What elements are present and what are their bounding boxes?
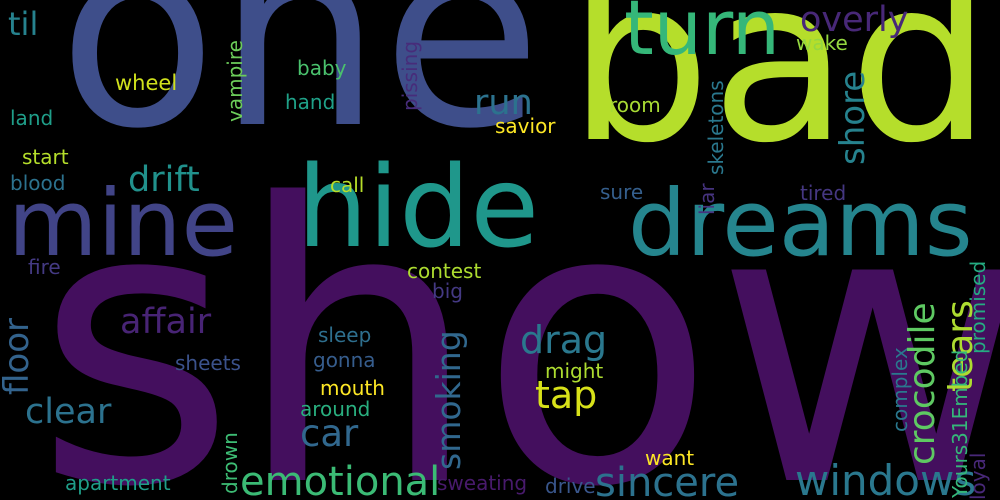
- word-overly: overly: [800, 0, 909, 40]
- word-blood: blood: [10, 171, 66, 195]
- word-apartment: apartment: [65, 471, 171, 495]
- word-turn: turn: [624, 0, 781, 72]
- word-drive: drive: [545, 474, 596, 498]
- word-dreams: dreams: [628, 170, 973, 277]
- word-sweating: sweating: [437, 471, 528, 495]
- word-complex: complex: [888, 347, 912, 432]
- word-wake: wake: [796, 31, 848, 55]
- word-start: start: [22, 145, 69, 169]
- word-big: big: [432, 279, 463, 303]
- word-sleep: sleep: [318, 323, 372, 347]
- word-contest: contest: [407, 259, 482, 283]
- word-drown: drown: [218, 432, 242, 494]
- word-show: show: [35, 123, 1000, 500]
- word-emotional: emotional: [240, 459, 441, 500]
- word-sincere: sincere: [595, 460, 740, 500]
- word-tap: tap: [535, 373, 598, 417]
- word-one: one: [58, 0, 542, 186]
- word-hand: hand: [285, 90, 336, 114]
- word-loyal: loyal: [966, 452, 990, 500]
- word-sure: sure: [600, 180, 644, 204]
- word-savior: savior: [495, 114, 556, 138]
- word-wheel: wheel: [115, 71, 178, 95]
- word-bad: bad: [568, 0, 992, 193]
- word-might: might: [545, 359, 604, 383]
- word-drift: drift: [128, 160, 200, 200]
- word-fire: fire: [28, 255, 61, 279]
- word-sheets: sheets: [175, 351, 241, 375]
- word-affair: affair: [120, 302, 212, 342]
- word-around: around: [300, 397, 371, 421]
- word-liar: liar: [695, 183, 719, 215]
- word-skeletons: skeletons: [704, 80, 728, 175]
- word-gonna: gonna: [313, 348, 376, 372]
- word-vampire: vampire: [223, 40, 247, 122]
- word-floor: floor: [0, 318, 37, 395]
- word-clear: clear: [25, 392, 112, 432]
- word-mouth: mouth: [320, 376, 385, 400]
- word-pissing: pissing: [398, 40, 422, 111]
- word-mine: mine: [8, 170, 239, 277]
- word-run: run: [474, 83, 533, 123]
- word-room: room: [609, 93, 661, 117]
- word-tired: tired: [800, 181, 847, 205]
- word-land: land: [10, 106, 54, 130]
- word-car: car: [300, 412, 359, 455]
- word-want: want: [645, 446, 695, 470]
- word-baby: baby: [297, 56, 347, 80]
- word-drag: drag: [520, 318, 608, 362]
- word-hide: hide: [297, 143, 540, 273]
- word-smoking: smoking: [429, 330, 468, 470]
- word-promised: promised: [966, 260, 990, 354]
- word-shore: shore: [833, 70, 873, 165]
- word-til: til: [8, 5, 39, 43]
- word-windows: windows: [795, 456, 977, 500]
- word-call: call: [330, 173, 365, 197]
